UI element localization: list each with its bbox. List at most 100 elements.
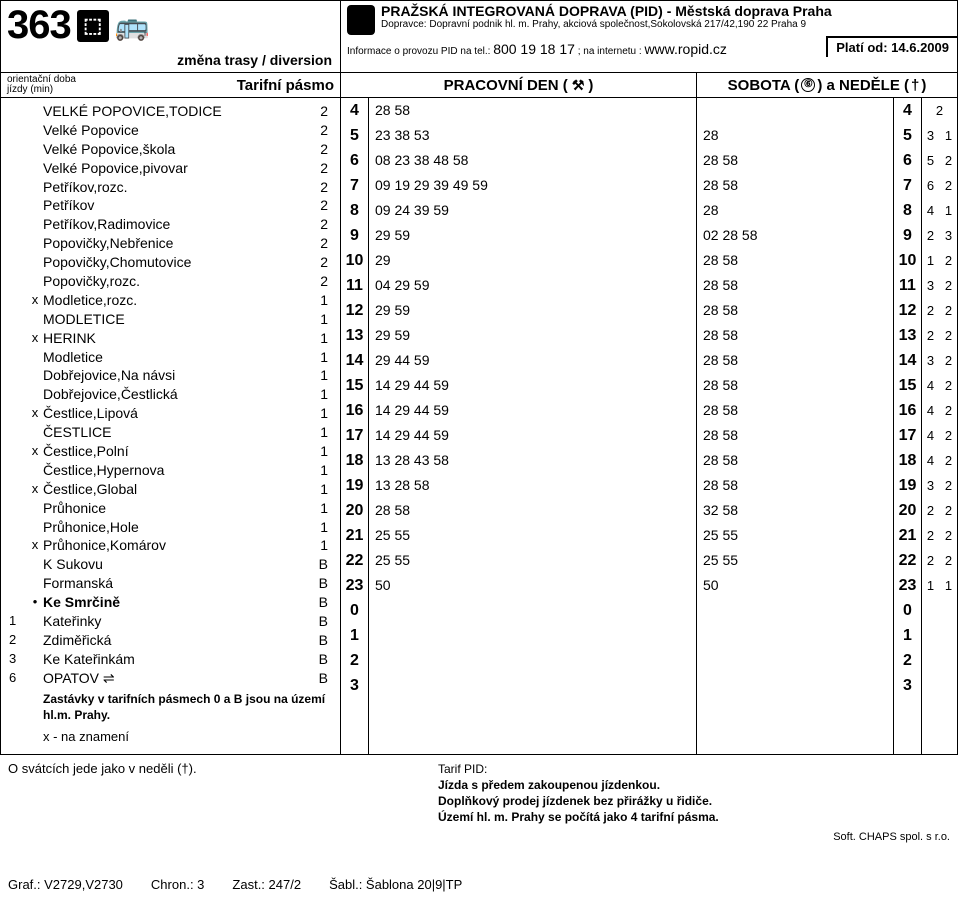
header-left: 363 ⬚ 🚌 změna trasy / diversion <box>1 1 341 72</box>
zone-note: Zastávky v tarifních pásmech 0 a B jsou … <box>1 688 340 726</box>
stop-zone: 1 <box>312 310 332 329</box>
bp-cell: 5 2 <box>922 148 957 173</box>
stop-mark: x <box>27 536 43 555</box>
stop-row: 2 ZdiměřickáB <box>1 631 340 650</box>
software-credit: Soft. CHAPS spol. s r.o. <box>0 831 958 847</box>
column-headers: orientační doba jízdy (min) Tarifní pásm… <box>1 73 957 98</box>
timetable-page: 363 ⬚ 🚌 změna trasy / diversion PRAŽSKÁ … <box>0 0 958 755</box>
stop-mark <box>27 215 43 234</box>
bp-cell: 2 2 <box>922 323 957 348</box>
pid-logo-icon <box>347 5 375 35</box>
stop-row: xPrůhonice,Komárov1 <box>1 536 340 555</box>
hour-cell: 4 <box>341 98 368 123</box>
hour-cell: 18 <box>894 448 921 473</box>
stop-zone: 1 <box>312 518 332 537</box>
minute-cell: 28 58 <box>369 98 696 123</box>
minute-cell: 25 55 <box>369 548 696 573</box>
minute-cell: 29 59 <box>369 223 696 248</box>
workday-column: 45678910111213141516171819202122230123 2… <box>341 98 697 754</box>
stop-time: 2 <box>9 631 27 650</box>
stop-zone: 1 <box>312 291 332 310</box>
hour-cell: 14 <box>894 348 921 373</box>
footer-sabl: Šabl.: Šablona 20|9|TP <box>329 877 462 892</box>
bp-cell <box>922 598 957 623</box>
stop-mark <box>27 499 43 518</box>
minute-cell: 28 58 <box>697 398 893 423</box>
hour-cell: 10 <box>894 248 921 273</box>
hour-cell: 22 <box>894 548 921 573</box>
stop-name: Modletice <box>43 348 312 367</box>
hour-cell: 22 <box>341 548 368 573</box>
stop-mark <box>27 612 43 631</box>
bp-cell: 3 1 <box>922 123 957 148</box>
stop-zone: B <box>312 574 332 593</box>
hour-cell: 18 <box>341 448 368 473</box>
stop-time <box>9 253 27 272</box>
stop-row: Petříkov,Radimovice2 <box>1 215 340 234</box>
stop-zone: 2 <box>312 215 332 234</box>
sat-mid: ) a NEDĚLE ( <box>817 77 909 94</box>
footer-zast: Zast.: 247/2 <box>232 877 301 892</box>
bp-cell: 2 2 <box>922 523 957 548</box>
jizdy-min: jízdy (min) <box>7 85 76 95</box>
stop-mark <box>27 178 43 197</box>
tarif-line1: Jízda s předem zakoupenou jízdenkou. <box>438 777 950 793</box>
minute-cell: 13 28 43 58 <box>369 448 696 473</box>
stop-name: Zdiměřická <box>43 631 312 650</box>
bus-icon: 🚌 <box>115 9 150 42</box>
bp-cell: 4 2 <box>922 448 957 473</box>
stop-row: 1KateřinkyB <box>1 612 340 631</box>
bp-cell: 2 2 <box>922 298 957 323</box>
stop-name: ČESTLICE <box>43 423 312 442</box>
minute-cell: 50 <box>697 573 893 598</box>
stop-zone: B <box>312 612 332 631</box>
stop-row: xČestlice,Lipová1 <box>1 404 340 423</box>
minute-cell: 02 28 58 <box>697 223 893 248</box>
info-prefix: Informace o provozu PID na tel.: <box>347 46 490 57</box>
stop-time <box>9 423 27 442</box>
tarif-line3: Území hl. m. Prahy se počítá jako 4 tari… <box>438 809 950 825</box>
hour-cell: 14 <box>341 348 368 373</box>
stop-row: FormanskáB <box>1 574 340 593</box>
stop-name: Průhonice <box>43 499 312 518</box>
hour-cell: 5 <box>341 123 368 148</box>
stop-mark <box>27 461 43 480</box>
stop-time <box>9 366 27 385</box>
bp-cell: 1 2 <box>922 248 957 273</box>
stop-zone: 2 <box>312 140 332 159</box>
info-line: Informace o provozu PID na tel.: 800 19 … <box>347 41 727 57</box>
stop-zone: 2 <box>312 102 332 121</box>
hours-right: 45678910111213141516171819202122230123 <box>893 98 921 754</box>
hour-cell: 19 <box>894 473 921 498</box>
hour-cell: 17 <box>894 423 921 448</box>
minute-cell: 28 58 <box>697 323 893 348</box>
pid-title: PRAŽSKÁ INTEGROVANÁ DOPRAVA (PID) - Měst… <box>381 3 832 19</box>
hour-cell: 5 <box>894 123 921 148</box>
minute-cell: 28 58 <box>697 298 893 323</box>
stop-mark <box>27 102 43 121</box>
stop-row: 3Ke KateřinkámB <box>1 650 340 669</box>
stop-zone: B <box>312 631 332 650</box>
stop-row: Průhonice1 <box>1 499 340 518</box>
hour-cell: 19 <box>341 473 368 498</box>
minute-cell <box>369 598 696 623</box>
body: VELKÉ POPOVICE,TODICE2Velké Popovice2Vel… <box>1 98 957 754</box>
hour-cell: 23 <box>341 573 368 598</box>
hour-cell: 11 <box>341 273 368 298</box>
work-label: PRACOVNÍ DEN ( <box>444 77 568 94</box>
bp-cell <box>922 648 957 673</box>
hour-cell: 20 <box>894 498 921 523</box>
stop-time <box>9 272 27 291</box>
stop-name: HERINK <box>43 329 312 348</box>
stop-time <box>9 215 27 234</box>
stop-mark <box>27 196 43 215</box>
stop-row: Průhonice,Hole1 <box>1 518 340 537</box>
stop-time <box>9 140 27 159</box>
footer: Graf.: V2729,V2730 Chron.: 3 Zast.: 247/… <box>0 847 958 900</box>
minute-cell <box>369 623 696 648</box>
minute-cell: 50 <box>369 573 696 598</box>
bp-cell <box>922 673 957 698</box>
bp-cell: 2 2 <box>922 498 957 523</box>
hour-cell: 3 <box>894 673 921 698</box>
hour-cell: 0 <box>341 598 368 623</box>
